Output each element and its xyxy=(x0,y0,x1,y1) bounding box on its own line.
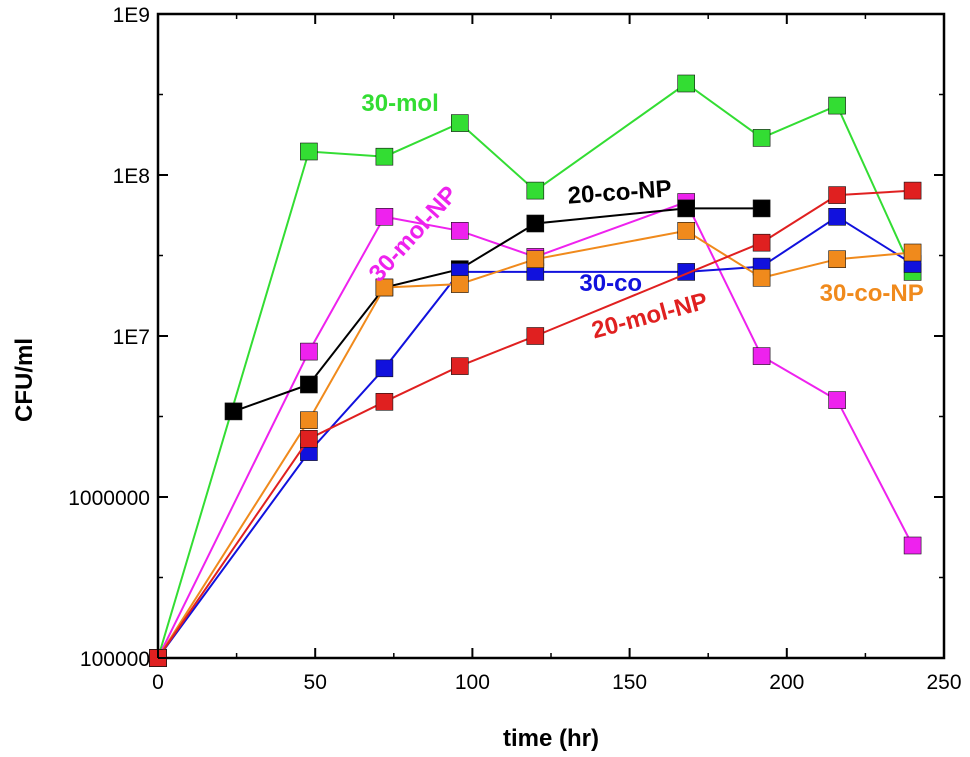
x-tick-label: 50 xyxy=(304,671,327,694)
series-label-30-co-np: 30-co-NP xyxy=(820,280,924,307)
y-tick-label: 1E8 xyxy=(113,165,150,188)
data-point-20-mol-np xyxy=(526,327,545,345)
data-point-30-mol-np xyxy=(375,208,394,226)
data-point-20-co-np xyxy=(224,402,243,421)
x-tick-label: 200 xyxy=(769,671,804,694)
data-point-30-mol xyxy=(828,96,846,115)
series-line-30-co xyxy=(157,215,914,659)
data-point-30-co-np xyxy=(450,275,469,293)
data-point-20-mol-np xyxy=(375,392,394,411)
data-point-30-mol-np xyxy=(300,342,318,361)
data-point-30-mol-np xyxy=(450,222,469,240)
data-point-20-co-np xyxy=(677,199,696,218)
series-layer xyxy=(149,74,922,667)
data-point-20-mol-np xyxy=(828,186,846,204)
y-tick-label: 1000000 xyxy=(68,487,150,510)
data-point-30-co-np xyxy=(677,222,696,240)
data-point-20-mol-np xyxy=(300,429,318,448)
data-point-30-co xyxy=(375,359,394,378)
series-label-30-co: 30-co xyxy=(579,270,642,297)
series-30-co-np xyxy=(149,222,922,667)
y-tick-label: 100000 xyxy=(80,648,150,671)
data-point-30-co-np xyxy=(375,278,394,297)
data-point-30-mol xyxy=(300,142,318,161)
series-label-20-co-np: 20-co-NP xyxy=(567,175,673,209)
data-point-30-mol xyxy=(450,114,469,132)
data-point-30-co xyxy=(828,208,846,226)
data-point-30-mol xyxy=(375,147,394,166)
data-point-20-mol-np xyxy=(752,233,771,252)
series-30-mol xyxy=(149,74,922,667)
series-line-20-mol-np xyxy=(157,189,913,659)
data-point-30-mol-np xyxy=(828,391,846,409)
x-tick-label: 250 xyxy=(926,671,961,694)
series-line-30-mol xyxy=(157,82,914,659)
data-point-30-mol xyxy=(526,181,545,200)
series-label-30-mol: 30-mol xyxy=(361,90,438,117)
data-point-30-co-np xyxy=(300,411,318,430)
data-point-30-mol-np xyxy=(752,347,771,365)
series-line-30-co-np xyxy=(157,229,913,659)
data-point-30-co-np xyxy=(526,250,545,268)
y-tick-label: 1E9 xyxy=(113,4,150,27)
y-axis-title: CFU/ml xyxy=(11,338,38,422)
x-tick-label: 0 xyxy=(152,671,164,694)
x-axis-title: time (hr) xyxy=(503,725,599,752)
series-30-co xyxy=(149,208,922,667)
data-point-30-mol-np xyxy=(903,536,922,555)
data-point-30-co-np xyxy=(752,268,771,287)
data-point-30-co-np xyxy=(828,250,846,268)
data-point-30-mol xyxy=(677,74,696,93)
x-tick-label: 100 xyxy=(455,671,490,694)
data-point-20-co-np xyxy=(300,375,318,394)
data-point-30-mol xyxy=(752,129,771,147)
data-point-20-co-np xyxy=(752,199,771,218)
tick-layer: 0 50 100 150 200 250 100000 1000000 1E7 1E8 1E9 xyxy=(68,4,961,694)
data-point-30-co-np xyxy=(903,243,922,262)
data-point-20-mol-np xyxy=(903,181,922,200)
series-20-mol-np xyxy=(149,181,922,667)
data-point-20-mol-np xyxy=(450,357,469,375)
x-tick-label: 150 xyxy=(612,671,647,694)
data-point-20-co-np xyxy=(526,214,545,233)
y-tick-label: 1E7 xyxy=(113,326,150,349)
